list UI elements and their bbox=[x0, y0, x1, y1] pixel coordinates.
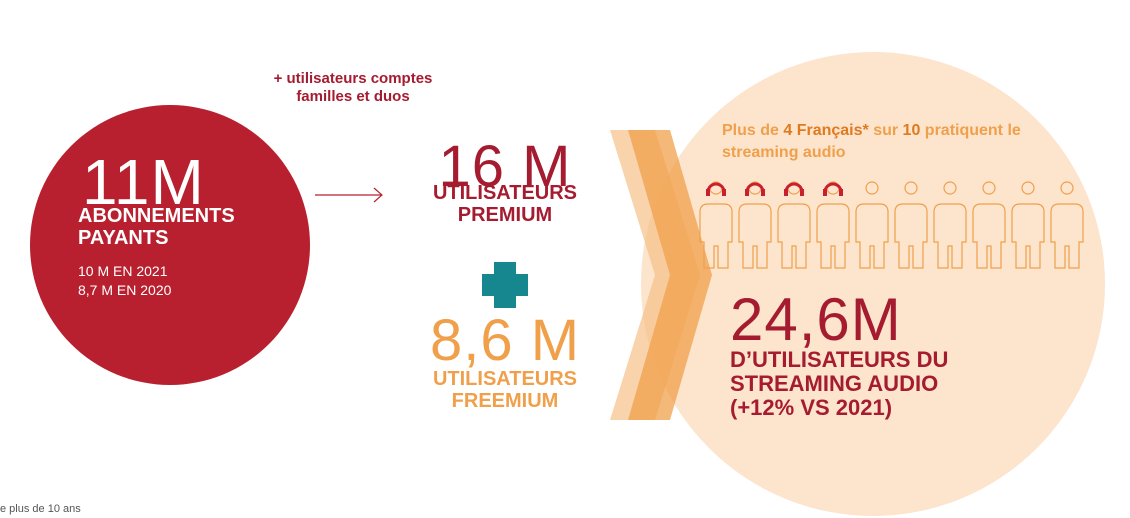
chevron bbox=[628, 130, 712, 420]
person-icon bbox=[855, 181, 889, 269]
premium-value: 16 M bbox=[438, 134, 572, 199]
headphone-cup bbox=[784, 189, 788, 196]
total-value: 24,6M bbox=[730, 286, 902, 353]
plus-icon bbox=[482, 262, 528, 308]
premium-label: UTILISATEURS PREMIUM bbox=[432, 182, 578, 226]
subscribers-label: ABONNEMENTS PAYANTS bbox=[78, 205, 235, 249]
share-text: Plus de 4 Français* sur 10 pratiquent le… bbox=[722, 120, 1022, 163]
headphone-cup bbox=[722, 189, 726, 196]
share-part: pratiquent le streaming audio bbox=[722, 122, 1021, 161]
headphone-cup bbox=[745, 189, 749, 196]
share-part: 10 bbox=[902, 122, 921, 139]
red-circle bbox=[30, 105, 310, 385]
history-line: 10 M EN 2021 bbox=[78, 263, 168, 279]
footnote: e plus de 10 ans bbox=[0, 503, 81, 515]
person-icon bbox=[894, 181, 928, 269]
headphones bbox=[706, 182, 843, 196]
headphone-cup bbox=[761, 189, 765, 196]
peach-circle bbox=[641, 52, 1105, 516]
headphone-cup bbox=[823, 189, 827, 196]
share-part: sur bbox=[868, 122, 903, 139]
person-icon bbox=[933, 181, 967, 269]
arrow-head bbox=[373, 187, 383, 203]
person-icon bbox=[1011, 181, 1045, 269]
history: 10 M EN 2021 8,7 M EN 2020 bbox=[78, 262, 171, 300]
headphone-cup bbox=[706, 189, 710, 196]
subscribers-value: 11M bbox=[82, 146, 205, 218]
headphone-cup bbox=[800, 189, 804, 196]
headphone-cup bbox=[839, 189, 843, 196]
person-icon bbox=[972, 181, 1006, 269]
note: + utilisateurs comptes familles et duos bbox=[273, 70, 433, 105]
share-part: Plus de bbox=[722, 122, 784, 139]
share-part: 4 Français* bbox=[783, 122, 869, 139]
person-icon bbox=[1050, 181, 1084, 269]
history-line: 8,7 M EN 2020 bbox=[78, 281, 172, 298]
total-label: D’UTILISATEURS DU STREAMING AUDIO (+12% … bbox=[730, 347, 949, 421]
freemium-value: 8,6 M bbox=[429, 308, 581, 373]
freemium-label: UTILISATEURS FREEMIUM bbox=[432, 368, 578, 412]
